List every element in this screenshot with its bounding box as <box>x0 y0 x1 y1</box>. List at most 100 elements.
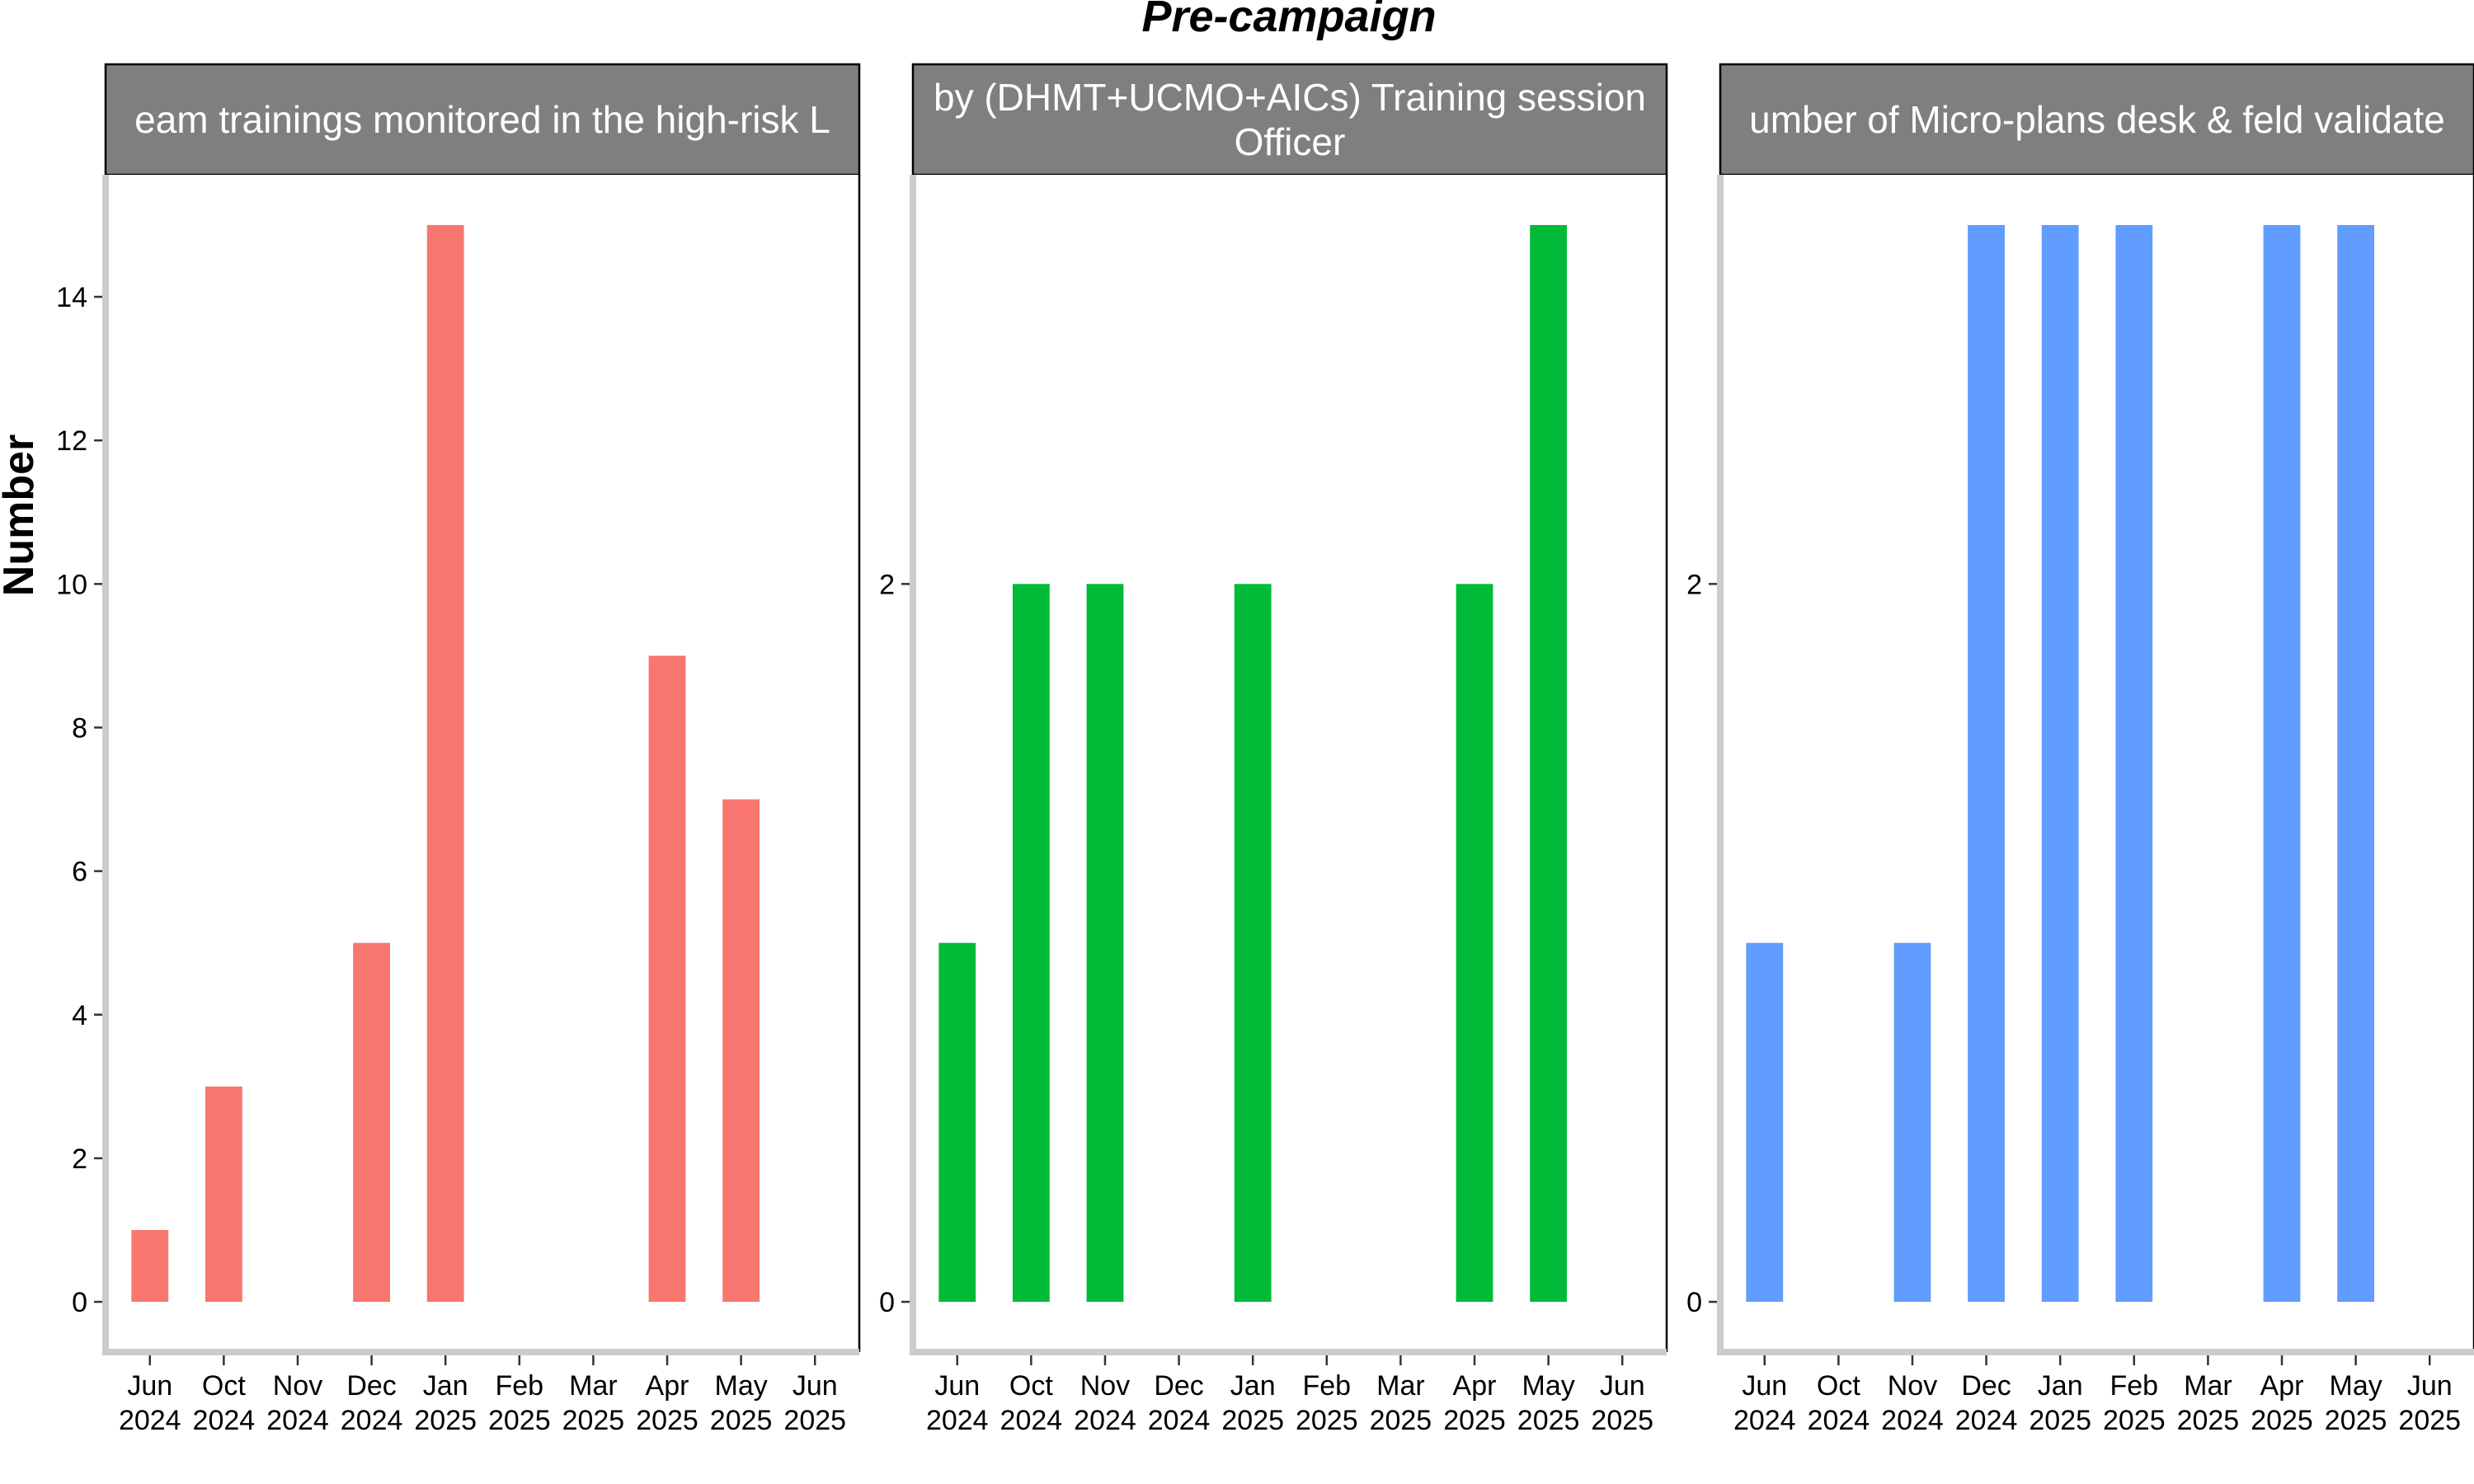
x-tick-label-month: Jun <box>1600 1370 1645 1402</box>
x-tick-label-month: May <box>715 1370 768 1402</box>
facet-panel-2: by (DHMT+UCMO+AICs) Training sessionOffi… <box>879 63 1668 1436</box>
x-tick-label-month: Oct <box>1817 1370 1860 1402</box>
facet-strip-3 <box>1719 63 2474 176</box>
x-tick-label-year: 2024 <box>193 1405 256 1436</box>
x-tick-label-year: 2024 <box>341 1405 403 1436</box>
y-tick-label: 4 <box>72 1000 87 1031</box>
bar <box>2337 224 2375 1303</box>
y-tick-label: 8 <box>72 712 87 744</box>
facet-strip-2 <box>911 63 1668 176</box>
x-tick-label-month: Dec <box>1961 1370 2011 1402</box>
x-tick-label-year: 2025 <box>1296 1405 1358 1436</box>
x-tick-label-month: May <box>2330 1370 2382 1402</box>
bar <box>2115 224 2153 1303</box>
x-tick-label-month: Feb <box>2110 1370 2159 1402</box>
bar <box>353 942 390 1303</box>
y-tick-label: 2 <box>879 569 895 600</box>
x-tick-label-year: 2025 <box>1443 1405 1506 1436</box>
x-tick-label-month: Feb <box>1303 1370 1352 1402</box>
bar <box>1012 584 1050 1303</box>
bar <box>938 942 976 1303</box>
bar <box>205 1086 242 1303</box>
x-tick-label-year: 2025 <box>636 1405 698 1436</box>
x-tick-label-year: 2025 <box>1221 1405 1284 1436</box>
x-tick-label-month: Dec <box>346 1370 396 1402</box>
x-tick-label-year: 2025 <box>2325 1405 2387 1436</box>
bar <box>1086 584 1124 1303</box>
y-tick-label: 0 <box>72 1287 87 1318</box>
facet-strip-label: by (DHMT+UCMO+AICs) Training session <box>934 76 1646 119</box>
facet-panels: eam trainings monitored in the high-risk… <box>56 63 2474 1436</box>
bar <box>426 224 464 1303</box>
x-tick-label-month: May <box>1522 1370 1575 1402</box>
y-tick-label: 0 <box>879 1287 895 1318</box>
x-tick-label-year: 2025 <box>2029 1405 2091 1436</box>
x-tick-label-year: 2025 <box>1591 1405 1653 1436</box>
x-tick-label-month: Mar <box>1376 1370 1425 1402</box>
facet-panel-3: umber of Micro-plans desk & feld validat… <box>1686 63 2474 1436</box>
x-tick-label-year: 2024 <box>1074 1405 1136 1436</box>
x-tick-label-month: Oct <box>202 1370 246 1402</box>
y-tick-label: 12 <box>56 425 87 457</box>
y-tick-label: 2 <box>1686 569 1702 600</box>
x-tick-label-month: Mar <box>569 1370 618 1402</box>
x-tick-label-year: 2025 <box>2103 1405 2166 1436</box>
x-tick-label-month: Jun <box>934 1370 980 1402</box>
x-tick-label-month: Jun <box>2407 1370 2453 1402</box>
bar <box>2041 224 2079 1303</box>
y-tick-label: 14 <box>56 282 87 313</box>
x-tick-label-month: Apr <box>1453 1370 1497 1402</box>
x-tick-label-year: 2024 <box>1000 1405 1063 1436</box>
bar <box>1530 224 1568 1303</box>
y-tick-label: 6 <box>72 857 87 888</box>
bar <box>1893 942 1931 1303</box>
x-tick-label-year: 2024 <box>1148 1405 1211 1436</box>
bar <box>131 1229 169 1303</box>
x-tick-label-year: 2024 <box>266 1405 329 1436</box>
x-tick-label-month: Jun <box>127 1370 172 1402</box>
facet-strip-text-group: eam trainings monitored in the high-risk… <box>134 98 830 141</box>
x-tick-label-month: Feb <box>496 1370 544 1402</box>
bar <box>2263 224 2301 1303</box>
x-tick-label-month: Apr <box>2260 1370 2304 1402</box>
x-tick-label-month: Jan <box>423 1370 468 1402</box>
bar <box>1456 584 1493 1303</box>
x-tick-label-year: 2024 <box>119 1405 181 1436</box>
x-tick-label-year: 2024 <box>1733 1405 1796 1436</box>
x-tick-label-month: Jan <box>2038 1370 2083 1402</box>
y-tick-label: 2 <box>72 1144 87 1175</box>
bar <box>1234 584 1272 1303</box>
x-tick-label-month: Jan <box>1230 1370 1276 1402</box>
x-tick-label-month: Nov <box>1080 1370 1130 1402</box>
x-tick-label-month: Mar <box>2184 1370 2232 1402</box>
x-tick-label-year: 2025 <box>710 1405 773 1436</box>
y-axis-label: Number <box>0 434 43 596</box>
facet-strip-1 <box>104 63 861 176</box>
x-tick-label-year: 2025 <box>562 1405 625 1436</box>
x-tick-label-month: Nov <box>273 1370 322 1402</box>
x-tick-label-year: 2024 <box>1881 1405 1944 1436</box>
x-tick-label-year: 2025 <box>2251 1405 2313 1436</box>
x-tick-label-month: Oct <box>1009 1370 1053 1402</box>
x-tick-label-month: Jun <box>793 1370 838 1402</box>
bar <box>1746 942 1784 1303</box>
bar <box>648 655 686 1303</box>
x-tick-label-year: 2025 <box>414 1405 477 1436</box>
x-tick-label-year: 2025 <box>2398 1405 2461 1436</box>
facet-strip-text-group: by (DHMT+UCMO+AICs) Training sessionOffi… <box>934 76 1646 163</box>
facet-strip-label: Officer <box>1235 120 1346 163</box>
x-tick-label-month: Nov <box>1888 1370 1937 1402</box>
facet-strip-label: eam trainings monitored in the high-risk… <box>134 98 830 141</box>
bar <box>722 799 760 1303</box>
x-tick-label-year: 2025 <box>1370 1405 1432 1436</box>
bar <box>1968 224 2005 1303</box>
y-tick-label: 10 <box>56 569 87 600</box>
x-tick-label-year: 2024 <box>926 1405 989 1436</box>
chart-title: Pre-campaign <box>1141 0 1436 41</box>
x-tick-label-year: 2025 <box>2177 1405 2240 1436</box>
y-tick-label: 0 <box>1686 1287 1702 1318</box>
x-tick-label-year: 2025 <box>488 1405 551 1436</box>
facet-strip-label: umber of Micro-plans desk & feld validat… <box>1749 98 2445 141</box>
x-tick-label-month: Jun <box>1742 1370 1787 1402</box>
